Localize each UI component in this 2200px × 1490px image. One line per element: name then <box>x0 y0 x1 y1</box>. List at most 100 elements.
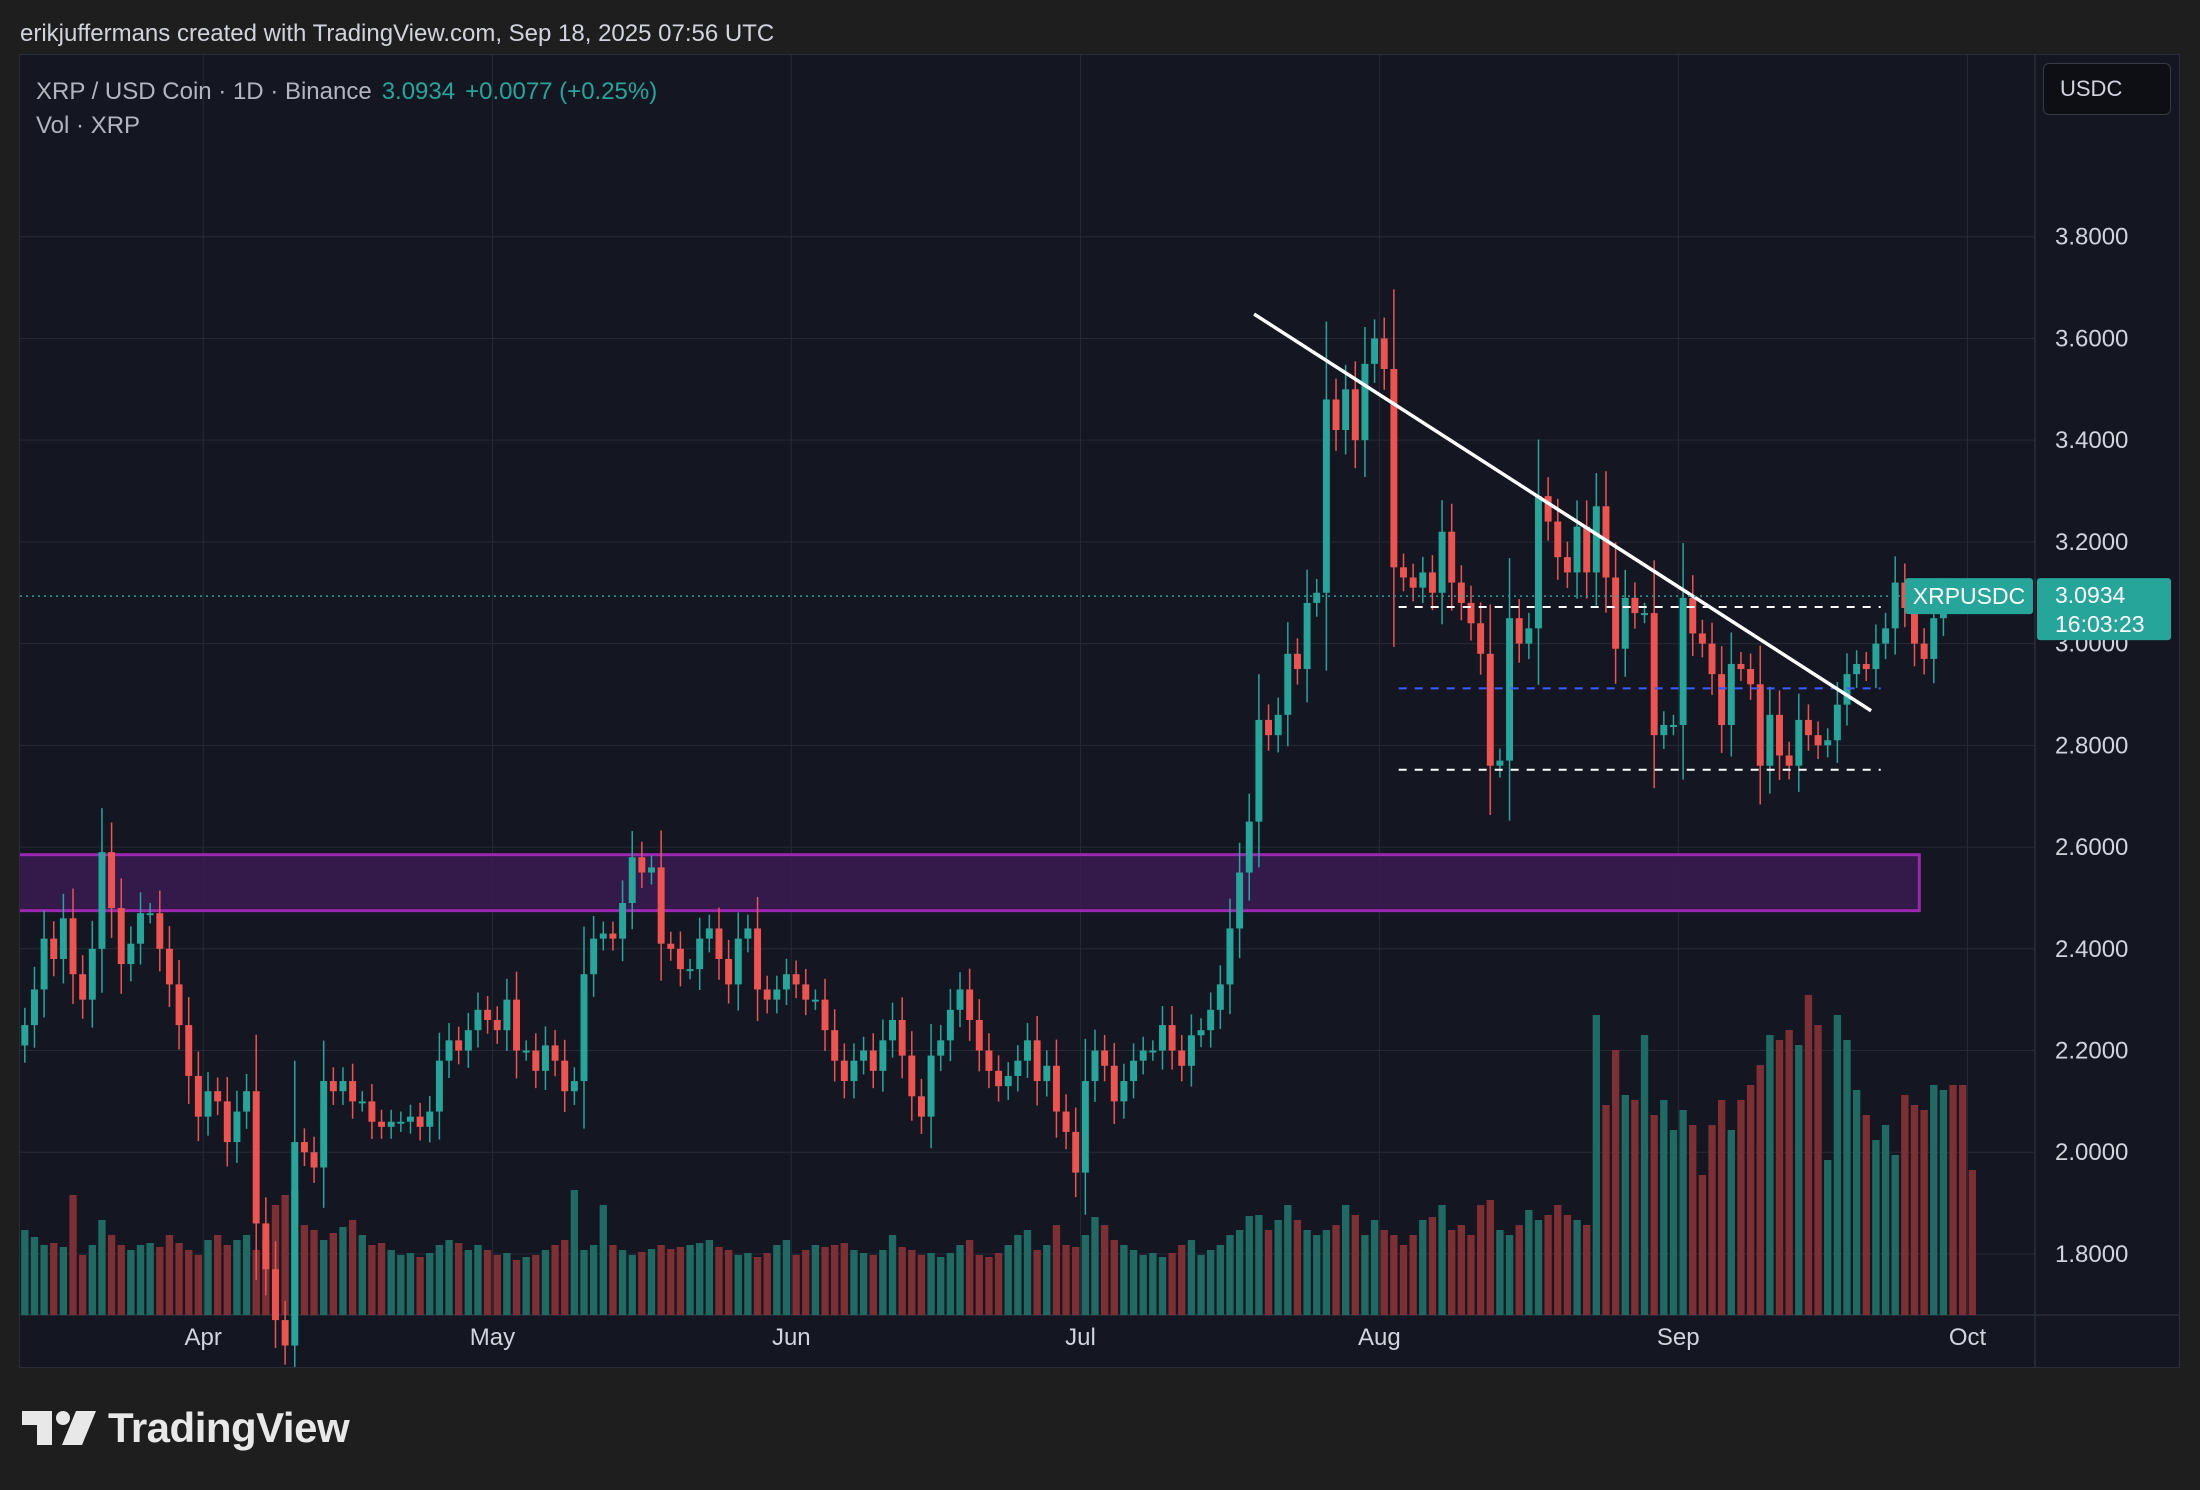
candle <box>368 1084 376 1140</box>
candle <box>1631 582 1639 629</box>
volume-bar <box>435 1245 444 1315</box>
currency-button[interactable]: USDC <box>2043 63 2171 115</box>
volume-bar <box>40 1245 48 1315</box>
volume-bar <box>406 1253 415 1315</box>
volume-bar <box>985 1257 993 1315</box>
volume-bar <box>1968 1170 1976 1315</box>
candle <box>339 1067 347 1105</box>
volume-bar <box>1737 1100 1745 1315</box>
candle <box>696 917 704 990</box>
candle-body <box>1583 526 1591 573</box>
candle <box>474 992 482 1048</box>
candle <box>850 1043 858 1099</box>
symbol-line[interactable]: XRP / USD Coin · 1D · Binance <box>36 78 372 105</box>
volume-legend[interactable]: Vol · XRP <box>36 112 141 139</box>
candle-body <box>349 1081 357 1102</box>
volume-bar <box>1341 1205 1350 1315</box>
volume-bar <box>975 1255 983 1315</box>
volume-bar <box>676 1247 685 1315</box>
time-axis-label: Aug <box>1358 1324 1401 1351</box>
candle-body <box>995 1070 1003 1087</box>
volume-bar <box>792 1255 800 1315</box>
candle-body <box>1486 653 1494 766</box>
volume-bar <box>1351 1215 1359 1315</box>
volume-bar <box>281 1195 289 1315</box>
candle-body <box>1920 643 1928 659</box>
volume-bar <box>724 1250 733 1315</box>
volume-bar <box>1824 1160 1832 1315</box>
candle <box>397 1111 405 1132</box>
volume-bar <box>1361 1235 1369 1315</box>
volume-bar <box>1322 1230 1331 1315</box>
volume-bar <box>734 1255 742 1315</box>
candle <box>1255 674 1263 868</box>
candle-body <box>1024 1040 1031 1061</box>
tradingview-logo-text: TradingView <box>108 1404 350 1451</box>
candle <box>1920 628 1928 675</box>
candle-body <box>966 989 974 1020</box>
candle <box>1679 543 1687 780</box>
volume-bar <box>107 1235 116 1315</box>
candle-body <box>252 1091 260 1224</box>
candle-body <box>860 1050 868 1061</box>
candle <box>455 1026 463 1065</box>
volume-bar <box>1448 1230 1456 1315</box>
volume-bar <box>1004 1245 1012 1315</box>
candle <box>676 931 684 987</box>
volume-bar <box>647 1249 656 1315</box>
volume-bar <box>1110 1240 1118 1315</box>
volume-bar <box>1901 1095 1909 1315</box>
candle <box>1081 1038 1089 1215</box>
candle <box>908 1031 916 1121</box>
candle <box>387 1109 395 1139</box>
chart-frame[interactable]: 3.8000 3.6000 3.4000 3.2000 3.0000 2.8000 2.60… <box>19 54 2180 1368</box>
candle <box>1660 711 1668 749</box>
candle-body <box>214 1091 222 1102</box>
price-axis-label: 3.2000 <box>2055 529 2128 556</box>
candle <box>783 958 790 1005</box>
candle <box>291 1060 299 1367</box>
volume-bar <box>1043 1245 1051 1315</box>
tradingview-logo[interactable]: TradingView <box>22 1404 350 1452</box>
volume-bar <box>320 1240 328 1315</box>
candle-body <box>185 1025 193 1076</box>
candle <box>262 1197 270 1296</box>
price-chart[interactable]: 3.80003.60003.40003.20003.00002.80002.60… <box>20 55 2180 1368</box>
candle <box>1718 646 1726 753</box>
candle-body <box>1573 526 1581 573</box>
candle-body <box>1380 338 1388 369</box>
time-axis-label: Sep <box>1657 1324 1700 1351</box>
chart-legend: XRP / USD Coin · 1D · Binance 3.0934 +0.00… <box>36 75 657 143</box>
candle-body <box>1130 1060 1138 1082</box>
candle <box>98 808 106 993</box>
volume-bar <box>1168 1253 1176 1315</box>
volume-bar <box>310 1230 318 1315</box>
volume-bar <box>1563 1215 1572 1315</box>
candle-body <box>1303 602 1311 670</box>
candle <box>551 1029 559 1077</box>
volume-bar <box>1293 1220 1302 1315</box>
price-axis-label: 3.8000 <box>2055 224 2128 251</box>
last-price-tag[interactable]: XRPUSDC 3.0934 16:03:23 <box>1905 578 2171 641</box>
candle-body <box>1727 663 1735 725</box>
volume-bar <box>715 1247 723 1315</box>
symbol-tag-bg <box>1905 578 2033 615</box>
volume-bar <box>1438 1205 1446 1315</box>
candle-body <box>783 974 790 990</box>
volume-bar <box>455 1243 463 1315</box>
candle <box>879 1019 887 1092</box>
candle <box>108 822 116 938</box>
resistance-zone <box>20 853 1921 913</box>
candle <box>88 920 96 1028</box>
candle <box>1390 289 1398 647</box>
candle-body <box>1689 597 1697 634</box>
candle-body <box>156 913 164 949</box>
candle <box>1332 378 1340 451</box>
candle-body <box>1409 577 1417 588</box>
candle-body <box>1371 338 1379 364</box>
candle-body <box>339 1081 347 1092</box>
candle-body <box>455 1040 463 1051</box>
candle-body <box>1612 577 1620 649</box>
candle <box>1438 500 1446 625</box>
candle-body <box>1043 1065 1051 1082</box>
